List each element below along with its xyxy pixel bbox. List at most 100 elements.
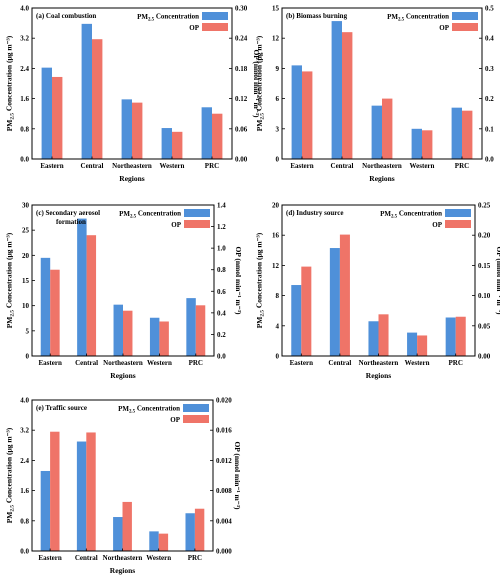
left-tick-label: 4.0 <box>20 5 29 13</box>
bar-pm25-central <box>329 248 340 356</box>
left-tick-label: 12 <box>272 35 280 43</box>
left-tick-label: 3 <box>276 125 280 133</box>
bar-op-eastern <box>50 269 60 356</box>
category-label: Eastern <box>290 359 313 367</box>
bar-pm25-western <box>161 128 172 159</box>
y-axis-title-right: OP (nmol min⁻¹ m⁻³) <box>233 441 242 510</box>
left-tick-label: 20 <box>272 202 280 210</box>
legend-label-pm25: PM2.5 Concentration <box>380 209 442 219</box>
category-label: Northeastern <box>103 359 143 367</box>
right-tick-label: 0.1 <box>485 125 494 133</box>
bar-pm25-western <box>149 317 160 356</box>
category-label: PRC <box>205 162 219 170</box>
bar-pm25-northeastern <box>371 105 382 159</box>
legend-swatch-pm25 <box>183 404 209 412</box>
chart-panel-3: 0 5 10 15 20 25 30 0.0 0.2 0.4 0.6 0.8 1.0 1.2 1.4 East… <box>4 202 243 381</box>
right-tick-label: 0.8 <box>217 266 226 274</box>
bar-pm25-prc <box>451 107 462 159</box>
bar-pm25-northeastern <box>113 304 123 356</box>
bar-op-prc <box>194 508 205 551</box>
right-tick-label: 0.004 <box>216 517 232 525</box>
bar-op-central <box>86 432 96 551</box>
legend-label-op: OP <box>170 416 180 424</box>
category-label: Northeastern <box>359 359 399 367</box>
bar-pm25-eastern <box>41 67 52 159</box>
category-label: Central <box>75 359 98 367</box>
bar-pm25-eastern <box>40 257 51 356</box>
bar-pm25-northeastern <box>368 321 379 356</box>
category-label: Eastern <box>40 162 63 170</box>
bar-pm25-central <box>77 218 87 356</box>
bar-op-western <box>417 335 428 356</box>
legend-swatch-op <box>202 23 228 31</box>
right-tick-label: 0.008 <box>216 487 232 495</box>
panel-title: (c) Secondary aerosol <box>36 209 100 217</box>
category-label: Eastern <box>290 162 313 170</box>
right-tick-label: 0.000 <box>216 548 232 556</box>
left-tick-label: 15 <box>272 5 280 13</box>
bar-op-eastern <box>52 76 63 159</box>
category-label: Western <box>410 162 435 170</box>
right-tick-label: 0.016 <box>216 427 232 435</box>
category-label: Western <box>405 359 430 367</box>
left-tick-label: 1.6 <box>20 487 29 495</box>
legend-label-op: OP <box>171 221 181 229</box>
left-tick-label: 2.4 <box>20 457 29 465</box>
legend-label-pm25: PM2.5 Concentration <box>118 404 180 414</box>
y-axis-title-right: OP (nmol min⁻¹ m⁻³) <box>252 49 261 118</box>
bar-pm25-eastern <box>40 470 51 551</box>
right-tick-label: 0.12 <box>235 95 248 103</box>
right-tick-label: 0.5 <box>485 5 494 13</box>
y-axis-title-left: PM2.5 Concentration (μg m⁻³) <box>4 232 15 328</box>
bar-op-eastern <box>302 71 313 159</box>
bar-op-central <box>342 32 353 159</box>
legend-label-op: OP <box>432 221 442 229</box>
right-tick-label: 0.05 <box>478 322 491 330</box>
x-axis-title: Regions <box>110 371 136 380</box>
left-tick-label: 3.2 <box>20 35 29 43</box>
category-label: Northeastern <box>112 162 152 170</box>
bar-op-northeastern <box>132 102 143 159</box>
bar-pm25-northeastern <box>113 517 123 551</box>
right-tick-label: 0.30 <box>235 5 248 13</box>
bar-op-northeastern <box>382 98 393 159</box>
legend-swatch-pm25 <box>452 12 478 20</box>
left-tick-label: 8 <box>276 292 280 300</box>
right-tick-label: 0.10 <box>478 292 491 300</box>
y-axis-title-left: PM2.5 Concentration (μg m⁻³) <box>254 232 265 328</box>
right-tick-label: 0.3 <box>485 65 494 73</box>
left-tick-label: 4.0 <box>20 397 29 405</box>
left-tick-label: 0 <box>276 156 280 164</box>
category-label: Northeastern <box>103 554 143 562</box>
category-label: Central <box>81 162 104 170</box>
right-tick-label: 0.2 <box>217 331 226 339</box>
y-axis-title-right: OP (nmol min⁻¹ m⁻³) <box>495 246 500 315</box>
right-tick-label: 0.00 <box>235 156 248 164</box>
right-tick-label: 0.18 <box>235 65 248 73</box>
left-tick-label: 5 <box>26 327 30 335</box>
chart-panel-5: 0.0 0.8 1.6 2.4 3.2 4.0 0.000 0.004 0.008 0.012 0.… <box>4 397 242 576</box>
category-label: Western <box>160 162 185 170</box>
left-tick-label: 1.6 <box>20 95 29 103</box>
bar-pm25-prc <box>186 298 196 356</box>
x-axis-title: Regions <box>369 174 395 183</box>
right-tick-label: 0.4 <box>217 309 226 317</box>
right-tick-label: 1.0 <box>217 245 226 253</box>
category-label: PRC <box>188 554 202 562</box>
panel-title: (a) Coal combustion <box>36 12 96 20</box>
legend-label-pm25: PM2.5 Concentration <box>137 12 199 22</box>
left-tick-label: 0 <box>26 353 30 361</box>
bar-pm25-western <box>149 531 159 551</box>
panel-title: (e) Traffic source <box>36 404 87 412</box>
bar-op-central <box>86 235 97 356</box>
bar-op-western <box>158 533 169 551</box>
category-label: Central <box>331 162 354 170</box>
bar-op-eastern <box>301 266 312 356</box>
y-axis-title-left: PM2.5 Concentration (μg m⁻³) <box>4 35 15 131</box>
bar-pm25-western <box>407 332 418 356</box>
chart-panel-4: 0 4 8 12 16 20 0.00 0.05 0.10 0.15 0.20 0.25 Eastern… <box>254 202 500 381</box>
right-tick-label: 0.15 <box>478 262 491 270</box>
left-tick-label: 20 <box>22 252 30 260</box>
left-tick-label: 3.2 <box>20 427 29 435</box>
